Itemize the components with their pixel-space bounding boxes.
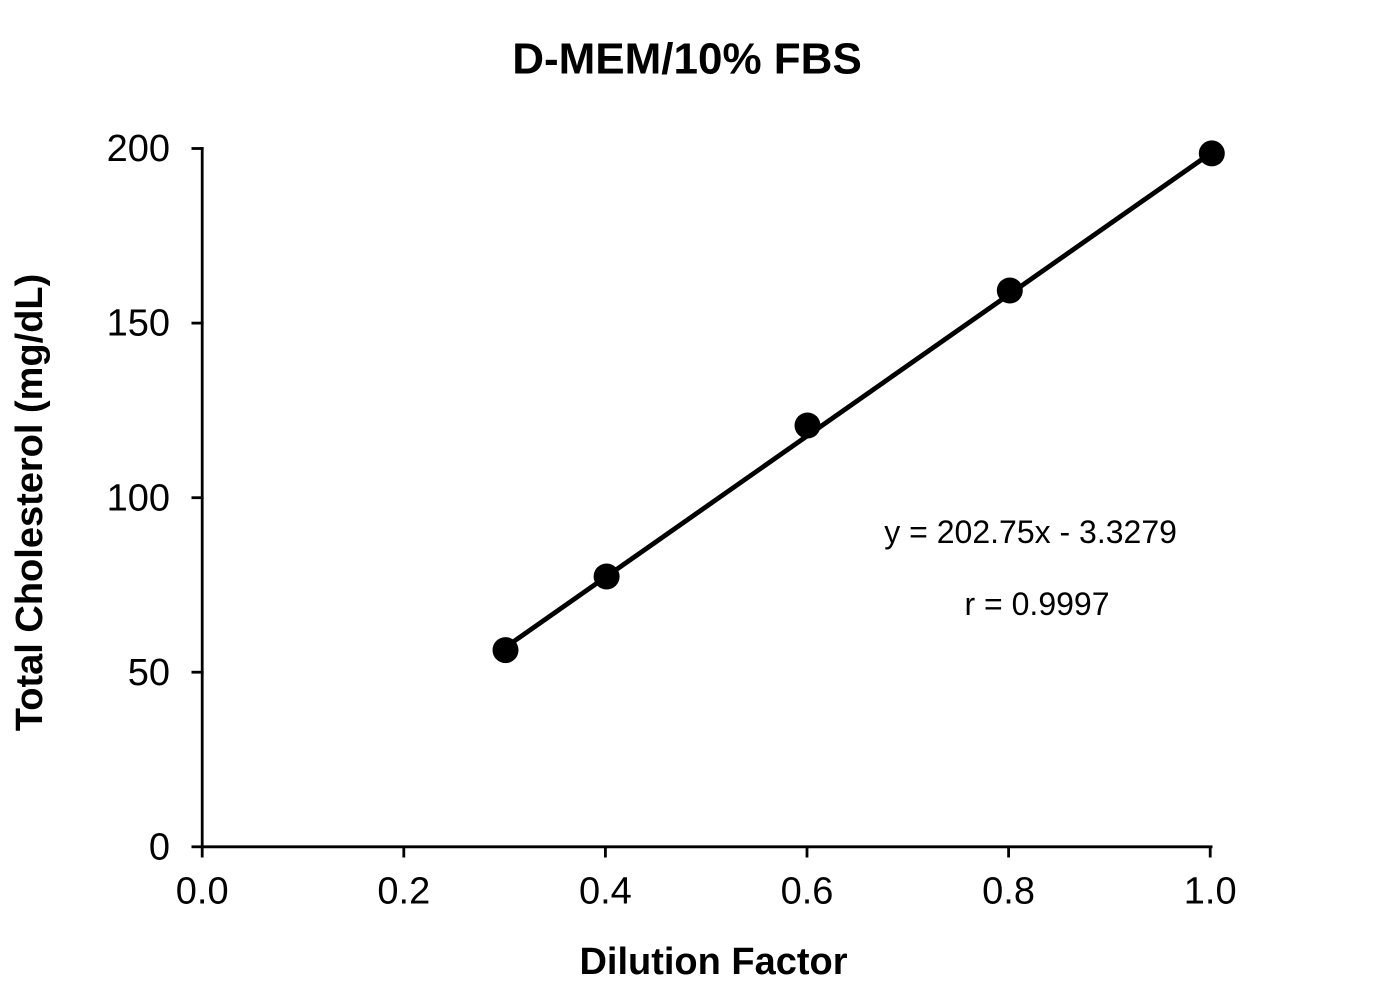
svg-text:1.0: 1.0 [1184, 871, 1237, 913]
svg-text:50: 50 [128, 652, 170, 694]
svg-text:0.6: 0.6 [781, 871, 834, 913]
svg-text:Dilution Factor: Dilution Factor [579, 941, 847, 983]
svg-text:Total Cholesterol (mg/dL): Total Cholesterol (mg/dL) [9, 274, 51, 731]
svg-text:D-MEM/10% FBS: D-MEM/10% FBS [512, 35, 862, 84]
svg-text:100: 100 [107, 477, 170, 519]
svg-text:r = 0.9997: r = 0.9997 [965, 586, 1110, 622]
svg-text:0: 0 [149, 826, 170, 868]
svg-text:150: 150 [107, 303, 170, 345]
svg-text:y = 202.75x - 3.3279: y = 202.75x - 3.3279 [884, 514, 1177, 550]
svg-text:0.4: 0.4 [579, 871, 632, 913]
svg-text:0.2: 0.2 [377, 871, 430, 913]
svg-text:200: 200 [107, 128, 170, 170]
svg-text:0.0: 0.0 [176, 871, 229, 913]
svg-text:0.8: 0.8 [982, 871, 1035, 913]
